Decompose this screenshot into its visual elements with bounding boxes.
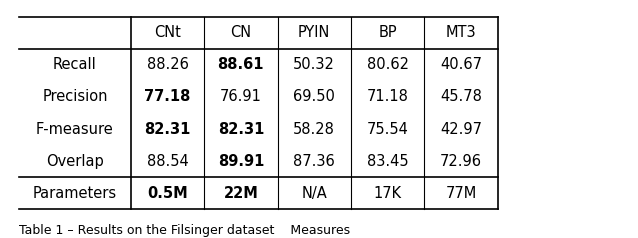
Text: PYIN: PYIN	[298, 25, 330, 40]
Text: BP: BP	[378, 25, 397, 40]
Text: 77M: 77M	[445, 186, 477, 201]
Text: 0.5M: 0.5M	[147, 186, 188, 201]
Text: 77.18: 77.18	[144, 89, 191, 104]
Text: CNt: CNt	[154, 25, 181, 40]
Text: 45.78: 45.78	[440, 89, 482, 104]
Text: 88.61: 88.61	[218, 57, 264, 72]
Text: CN: CN	[230, 25, 251, 40]
Text: Overlap: Overlap	[46, 154, 104, 169]
Text: F-measure: F-measure	[36, 122, 114, 137]
Text: 75.54: 75.54	[367, 122, 408, 137]
Text: 80.62: 80.62	[367, 57, 408, 72]
Text: 88.54: 88.54	[147, 154, 188, 169]
Text: 42.97: 42.97	[440, 122, 482, 137]
Text: 72.96: 72.96	[440, 154, 482, 169]
Text: MT3: MT3	[445, 25, 477, 40]
Text: 69.50: 69.50	[293, 89, 335, 104]
Text: 82.31: 82.31	[218, 122, 264, 137]
Text: 82.31: 82.31	[144, 122, 191, 137]
Text: 22M: 22M	[223, 186, 258, 201]
Text: 17K: 17K	[373, 186, 402, 201]
Text: 40.67: 40.67	[440, 57, 482, 72]
Text: 88.26: 88.26	[147, 57, 188, 72]
Text: Table 1 – Results on the Filsinger dataset    Measures: Table 1 – Results on the Filsinger datas…	[19, 224, 350, 237]
Text: 71.18: 71.18	[367, 89, 408, 104]
Text: 89.91: 89.91	[218, 154, 264, 169]
Text: Precision: Precision	[42, 89, 108, 104]
Text: 58.28: 58.28	[293, 122, 335, 137]
Text: 83.45: 83.45	[367, 154, 408, 169]
Text: 50.32: 50.32	[293, 57, 335, 72]
Text: N/A: N/A	[301, 186, 327, 201]
Text: 76.91: 76.91	[220, 89, 262, 104]
Text: Parameters: Parameters	[33, 186, 117, 201]
Text: 87.36: 87.36	[293, 154, 335, 169]
Text: Recall: Recall	[53, 57, 97, 72]
